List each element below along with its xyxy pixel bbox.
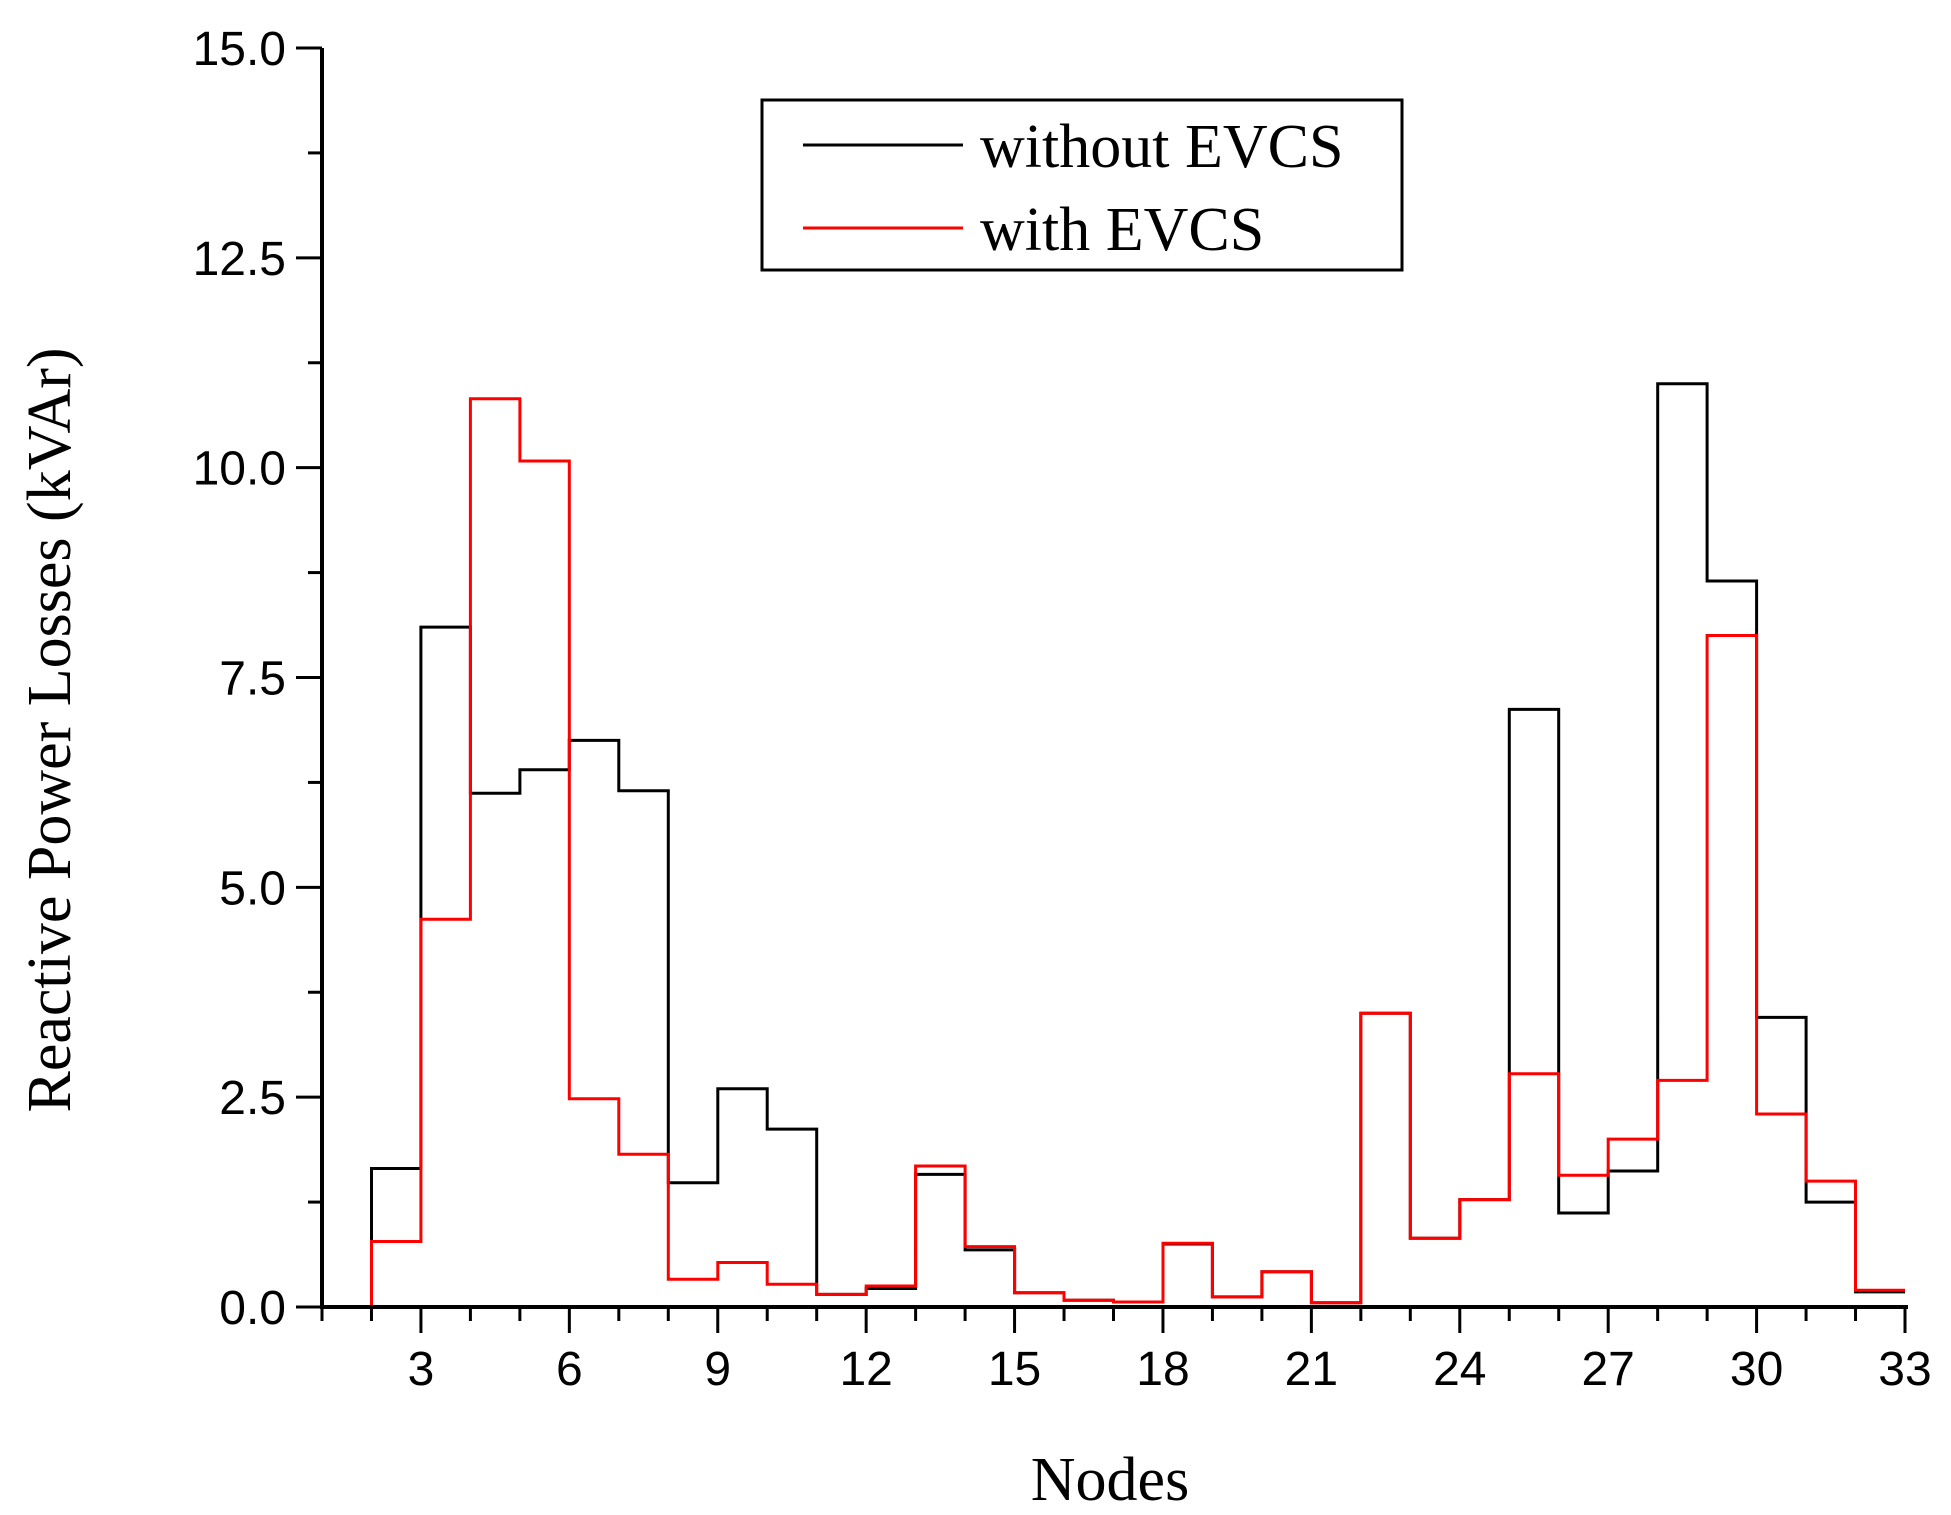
x-tick-label: 24 bbox=[1433, 1343, 1486, 1396]
legend-box bbox=[760, 98, 1404, 272]
x-tick-label: 27 bbox=[1581, 1343, 1634, 1396]
x-tick-label: 9 bbox=[704, 1343, 731, 1396]
y-tick-label: 15.0 bbox=[193, 23, 286, 76]
x-tick-label: 12 bbox=[839, 1343, 892, 1396]
x-tick-label: 18 bbox=[1136, 1343, 1189, 1396]
legend-label-without-evcs: without EVCS bbox=[980, 113, 1343, 181]
x-tick-label: 3 bbox=[408, 1343, 435, 1396]
legend-label-with-evcs: with EVCS bbox=[980, 196, 1264, 264]
y-tick-label: 7.5 bbox=[219, 653, 286, 706]
y-tick-label: 5.0 bbox=[219, 862, 286, 915]
legend: without EVCS with EVCS bbox=[760, 98, 1404, 272]
x-tick-label: 30 bbox=[1730, 1343, 1783, 1396]
series-line-with-evcs bbox=[322, 397, 1905, 1309]
y-axis-title: Reactive Power Losses (kVAr) bbox=[16, 347, 84, 1112]
x-tick-label: 33 bbox=[1878, 1343, 1931, 1396]
series-line-without-evcs bbox=[322, 382, 1905, 1309]
y-tick-label: 10.0 bbox=[193, 443, 286, 496]
series-layer bbox=[322, 382, 1905, 1309]
x-tick-label: 15 bbox=[988, 1343, 1041, 1396]
y-tick-label: 12.5 bbox=[193, 233, 286, 286]
y-tick-label: 2.5 bbox=[219, 1072, 286, 1125]
y-tick-label: 0.0 bbox=[219, 1282, 286, 1335]
axes: 0.0 2.5 5.0 7.5 10.0 12.5 15.0 3 6 9 12 15 18 21 24 27 3… bbox=[193, 23, 1932, 1396]
x-tick-label: 21 bbox=[1285, 1343, 1338, 1396]
x-axis-title: Nodes bbox=[1031, 1446, 1189, 1514]
x-tick-label: 6 bbox=[556, 1343, 583, 1396]
